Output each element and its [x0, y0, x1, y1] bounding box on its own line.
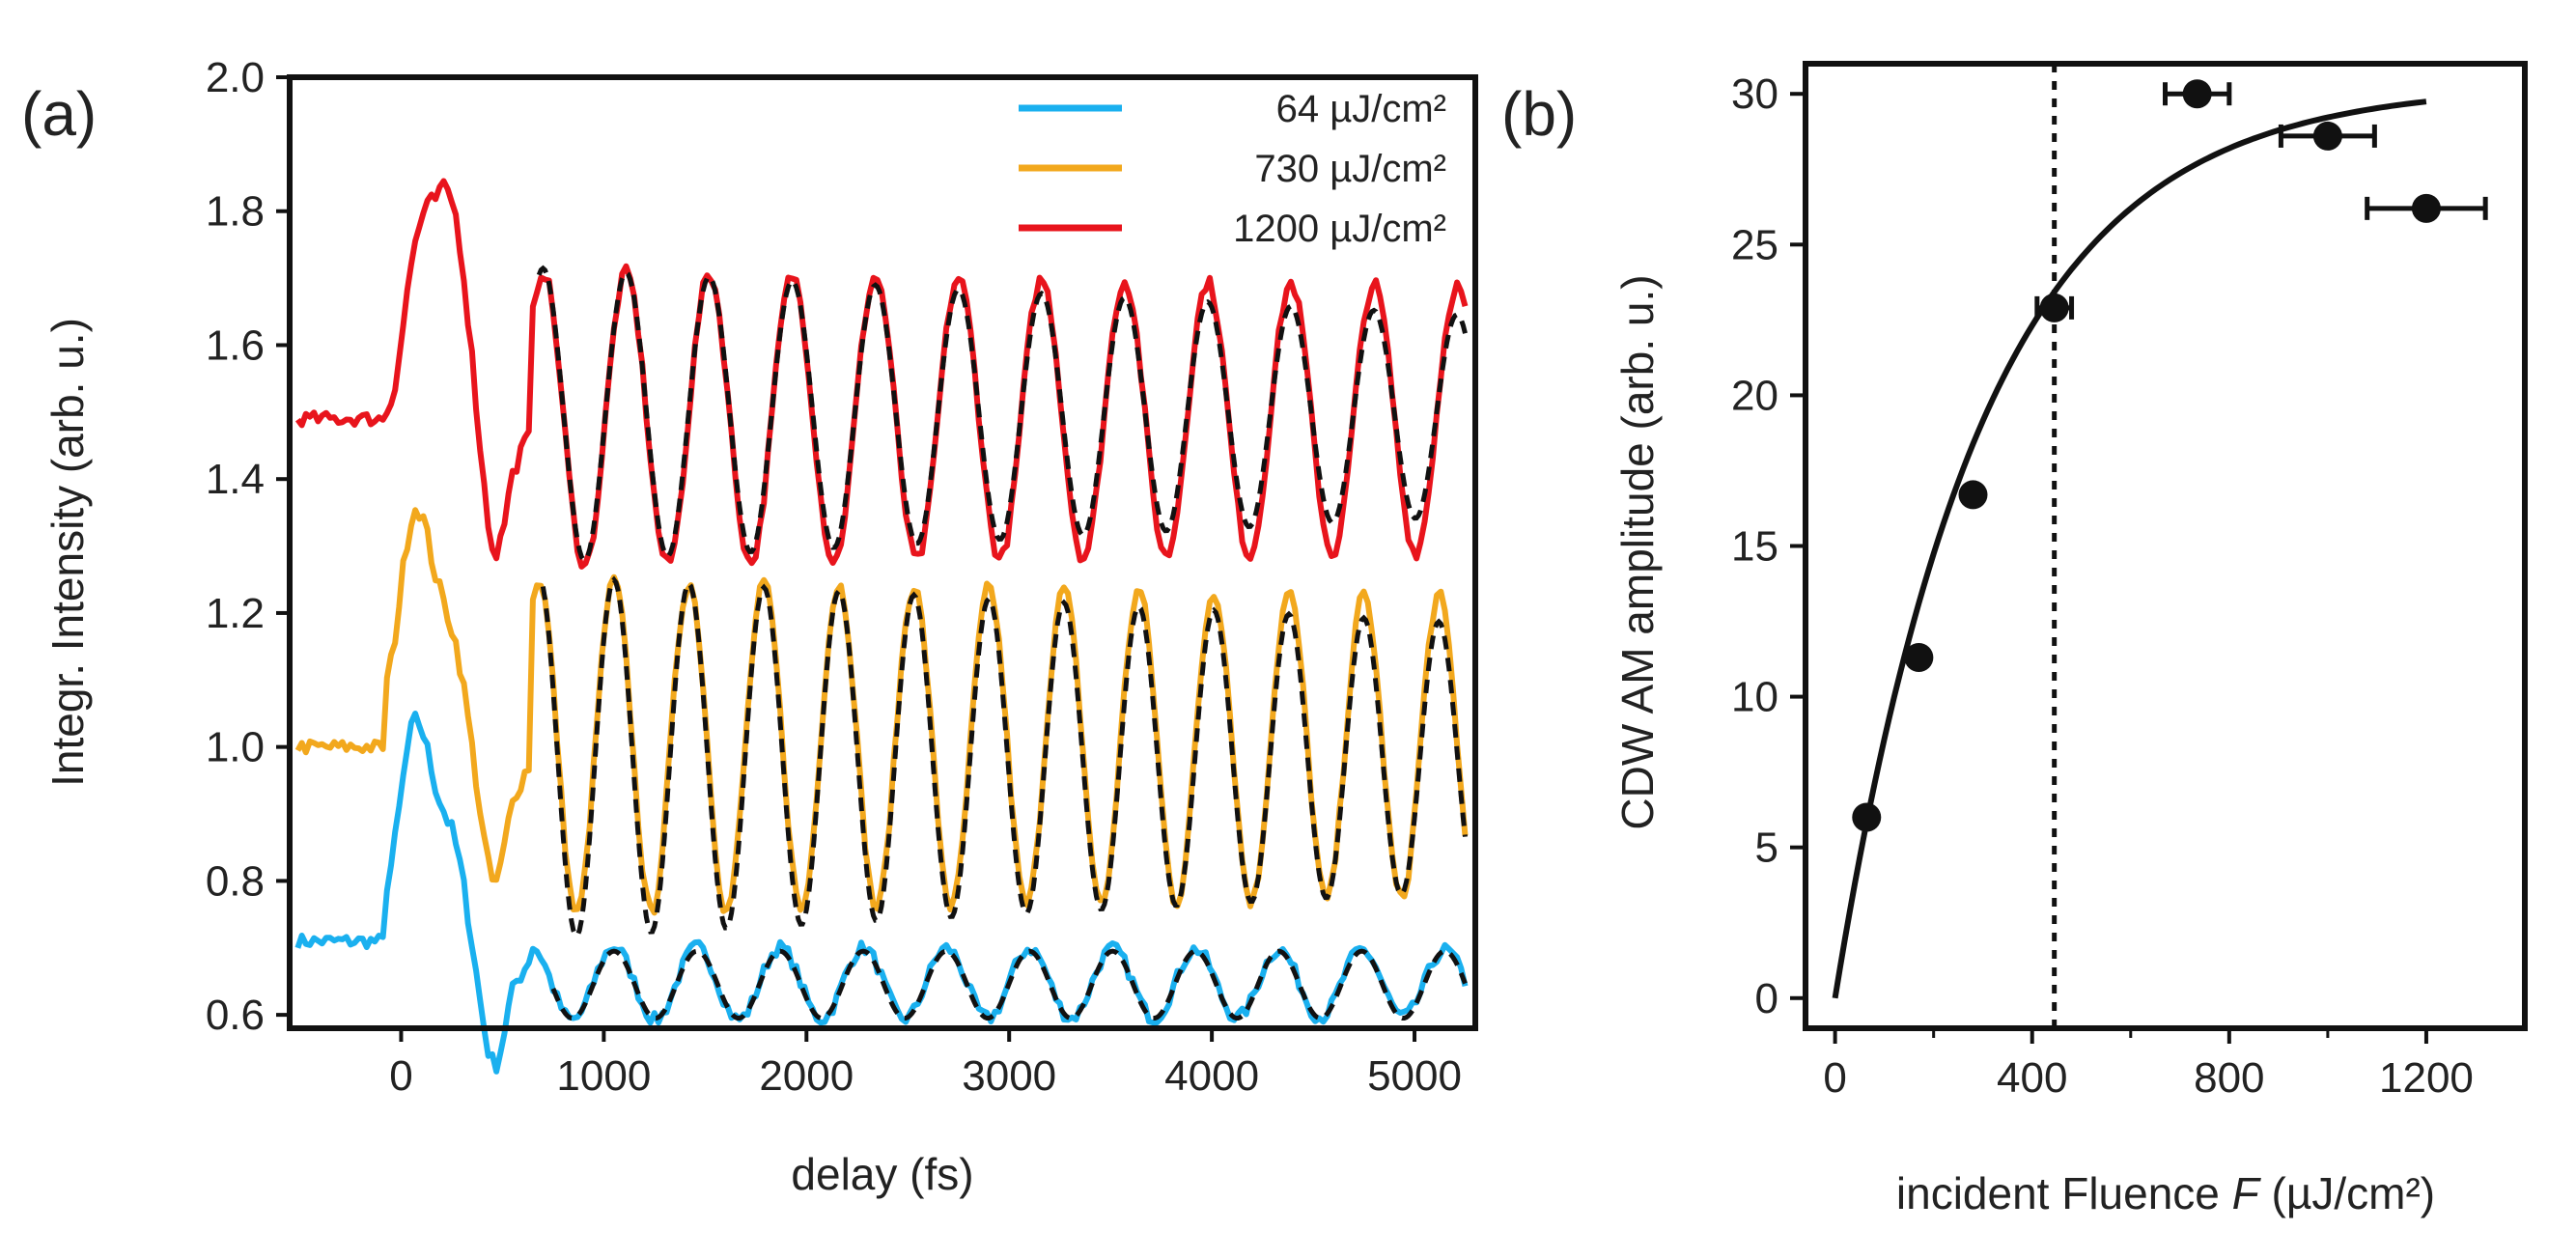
panel-b-ylabel: CDW AM amplitude (arb. u.)	[1612, 274, 1663, 829]
panel-a-ylabel: Integr. Intensity (arb. u.)	[42, 318, 93, 787]
panel-a-ytick-label: 1.6	[206, 322, 265, 369]
panel-b-ytick-label: 5	[1755, 825, 1778, 872]
panel-a-xtick-label: 1000	[556, 1052, 651, 1100]
series-fit-line-0	[550, 948, 1468, 1021]
panel-b-ytick-label: 10	[1731, 674, 1778, 721]
panel-a-xtick-label: 2000	[759, 1052, 854, 1100]
panel-b-ytick-label: 0	[1755, 975, 1778, 1022]
panel-a-frame	[287, 74, 1478, 1031]
panel-a-ytick-label: 0.6	[206, 992, 265, 1039]
panel-b-ticks: 0 400 800 1200 0 5 10 15 20 25 30	[1731, 70, 2474, 1102]
panel-a-series-group	[294, 178, 1469, 1075]
panel-a-ytick-label: 1.2	[206, 590, 265, 637]
panel-a-ytick-label: 1.0	[206, 724, 265, 771]
panel-a-legend: 64 µJ/cm² 730 µJ/cm² 1200 µJ/cm²	[1019, 88, 1446, 250]
panel-b: (b) 0 400 800 1200 0 5 10 15 20 25 30 CDW AM ampli…	[1501, 61, 2528, 1218]
data-point-5	[2312, 121, 2342, 151]
panel-a-xtick-label: 0	[389, 1052, 412, 1100]
series-fit-line-2	[536, 265, 1468, 563]
panel-a: (a) 0 1000 2000 3000 4000 5000 0.6 0.8 1.0 1.2 1.4…	[21, 54, 1478, 1199]
panel-b-xtick-label: 0	[1823, 1054, 1846, 1102]
panel-b-xlabel: incident Fluence F (µJ/cm²)	[1896, 1168, 2435, 1218]
data-point-3	[2039, 293, 2069, 322]
panel-a-xlabel: delay (fs)	[791, 1149, 973, 1199]
panel-b-ytick-label: 30	[1731, 70, 1778, 118]
panel-a-ytick-label: 1.8	[206, 188, 265, 236]
panel-a-ytick-label: 1.4	[206, 456, 265, 503]
panel-a-xtick-label: 4000	[1164, 1052, 1259, 1100]
panel-b-xlabel-var: F	[2232, 1168, 2262, 1218]
panel-b-xtick-label: 800	[2194, 1054, 2264, 1102]
panel-a-ytick-label: 2.0	[206, 54, 265, 101]
panel-b-xlabel-prefix: incident Fluence	[1896, 1168, 2232, 1218]
panel-a-xtick-label: 3000	[962, 1052, 1056, 1100]
data-point-1	[1904, 643, 1934, 673]
data-point-0	[1852, 802, 1882, 832]
legend-label-1: 730 µJ/cm²	[1254, 148, 1446, 190]
fit-curve	[1832, 98, 2427, 999]
panel-b-xtick-label: 400	[1997, 1054, 2067, 1102]
panel-b-ytick-label: 15	[1731, 523, 1778, 571]
panel-a-xtick-label: 5000	[1367, 1052, 1462, 1100]
panel-b-label: (b)	[1501, 79, 1577, 149]
panel-b-xlabel-suffix: (µJ/cm²)	[2259, 1168, 2435, 1218]
panel-b-ytick-label: 20	[1731, 372, 1778, 419]
panel-b-plot	[1832, 64, 2488, 1028]
legend-label-0: 64 µJ/cm²	[1276, 88, 1446, 130]
data-point-2	[1958, 480, 1988, 510]
panel-b-frame	[1803, 61, 2528, 1031]
series-fit-line-1	[540, 575, 1468, 938]
panel-a-ticks: 0 1000 2000 3000 4000 5000 0.6 0.8 1.0 1.2 1.4 1.6 1…	[206, 54, 1462, 1100]
panel-b-xtick-label: 1200	[2379, 1054, 2474, 1102]
data-point-4	[2182, 79, 2212, 109]
data-point-6	[2411, 193, 2441, 223]
panel-a-ytick-label: 0.8	[206, 857, 265, 905]
legend-label-2: 1200 µJ/cm²	[1233, 208, 1446, 250]
series-line-1	[294, 507, 1469, 916]
panel-a-label: (a)	[21, 79, 97, 149]
panel-b-ytick-label: 25	[1731, 221, 1778, 268]
